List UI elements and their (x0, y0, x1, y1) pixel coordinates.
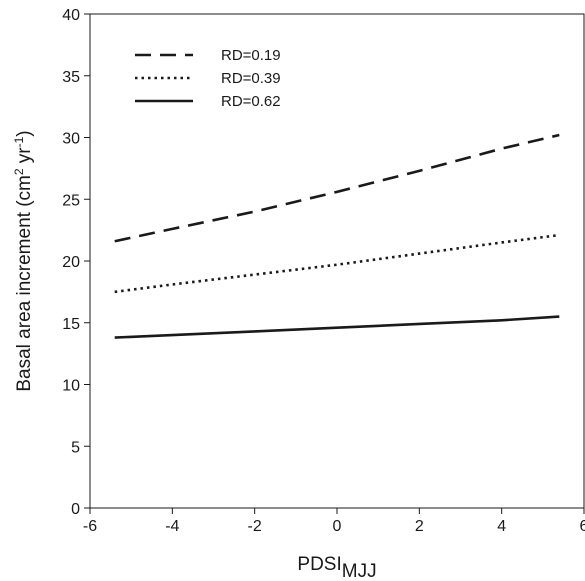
legend-label: RD=0.62 (221, 93, 281, 110)
y-tick-label: 25 (62, 192, 80, 209)
x-axis-title-main: PDSI (297, 554, 341, 575)
y-tick-label: 30 (62, 131, 80, 148)
x-tick-label: 6 (580, 518, 585, 535)
series-lines (114, 133, 560, 339)
y-axis-title-sup1: 2 (12, 168, 26, 175)
y-axis-title: Basal area increment (cm2 yr-1) (12, 130, 35, 391)
x-tick-label: 4 (497, 518, 506, 535)
y-axis-title-end: ) (14, 130, 35, 136)
x-tick-label: 2 (415, 518, 424, 535)
legend: RD=0.19 RD=0.39 RD=0.62 (135, 47, 281, 110)
y-tick-label: 0 (71, 501, 80, 518)
x-tick-label: 0 (333, 518, 342, 535)
y-tick-label: 15 (62, 316, 80, 333)
x-axis-title-subscript: MJJ (342, 561, 377, 581)
series-line-3 (114, 315, 560, 339)
legend-label: RD=0.19 (221, 47, 281, 64)
legend-item: RD=0.39 (135, 70, 281, 87)
plot-frame (89, 13, 585, 509)
y-axis-title-mid: yr (14, 147, 35, 169)
y-tick-label: 20 (62, 254, 80, 271)
legend-item: RD=0.19 (135, 47, 281, 64)
x-tick-label: -6 (83, 518, 97, 535)
x-tick-label: -4 (165, 518, 179, 535)
legend-label: RD=0.39 (221, 70, 281, 87)
y-tick-label: 40 (62, 7, 80, 24)
y-tick-label: 5 (71, 439, 80, 456)
series-line-2 (114, 233, 560, 294)
x-tick-label: -2 (248, 518, 262, 535)
series-line-1 (114, 133, 560, 243)
y-axis-title-sup2: -1 (12, 136, 26, 147)
legend-item: RD=0.62 (135, 93, 281, 110)
y-axis: 0 5 10 15 20 25 30 35 40 (62, 7, 90, 518)
x-axis-title: PDSIMJJ (297, 554, 376, 581)
y-tick-label: 10 (62, 378, 80, 395)
y-axis-title-main: Basal area increment (cm (14, 175, 35, 391)
x-axis: -6 -4 -2 0 2 4 6 (83, 508, 585, 535)
y-tick-label: 35 (62, 69, 80, 86)
